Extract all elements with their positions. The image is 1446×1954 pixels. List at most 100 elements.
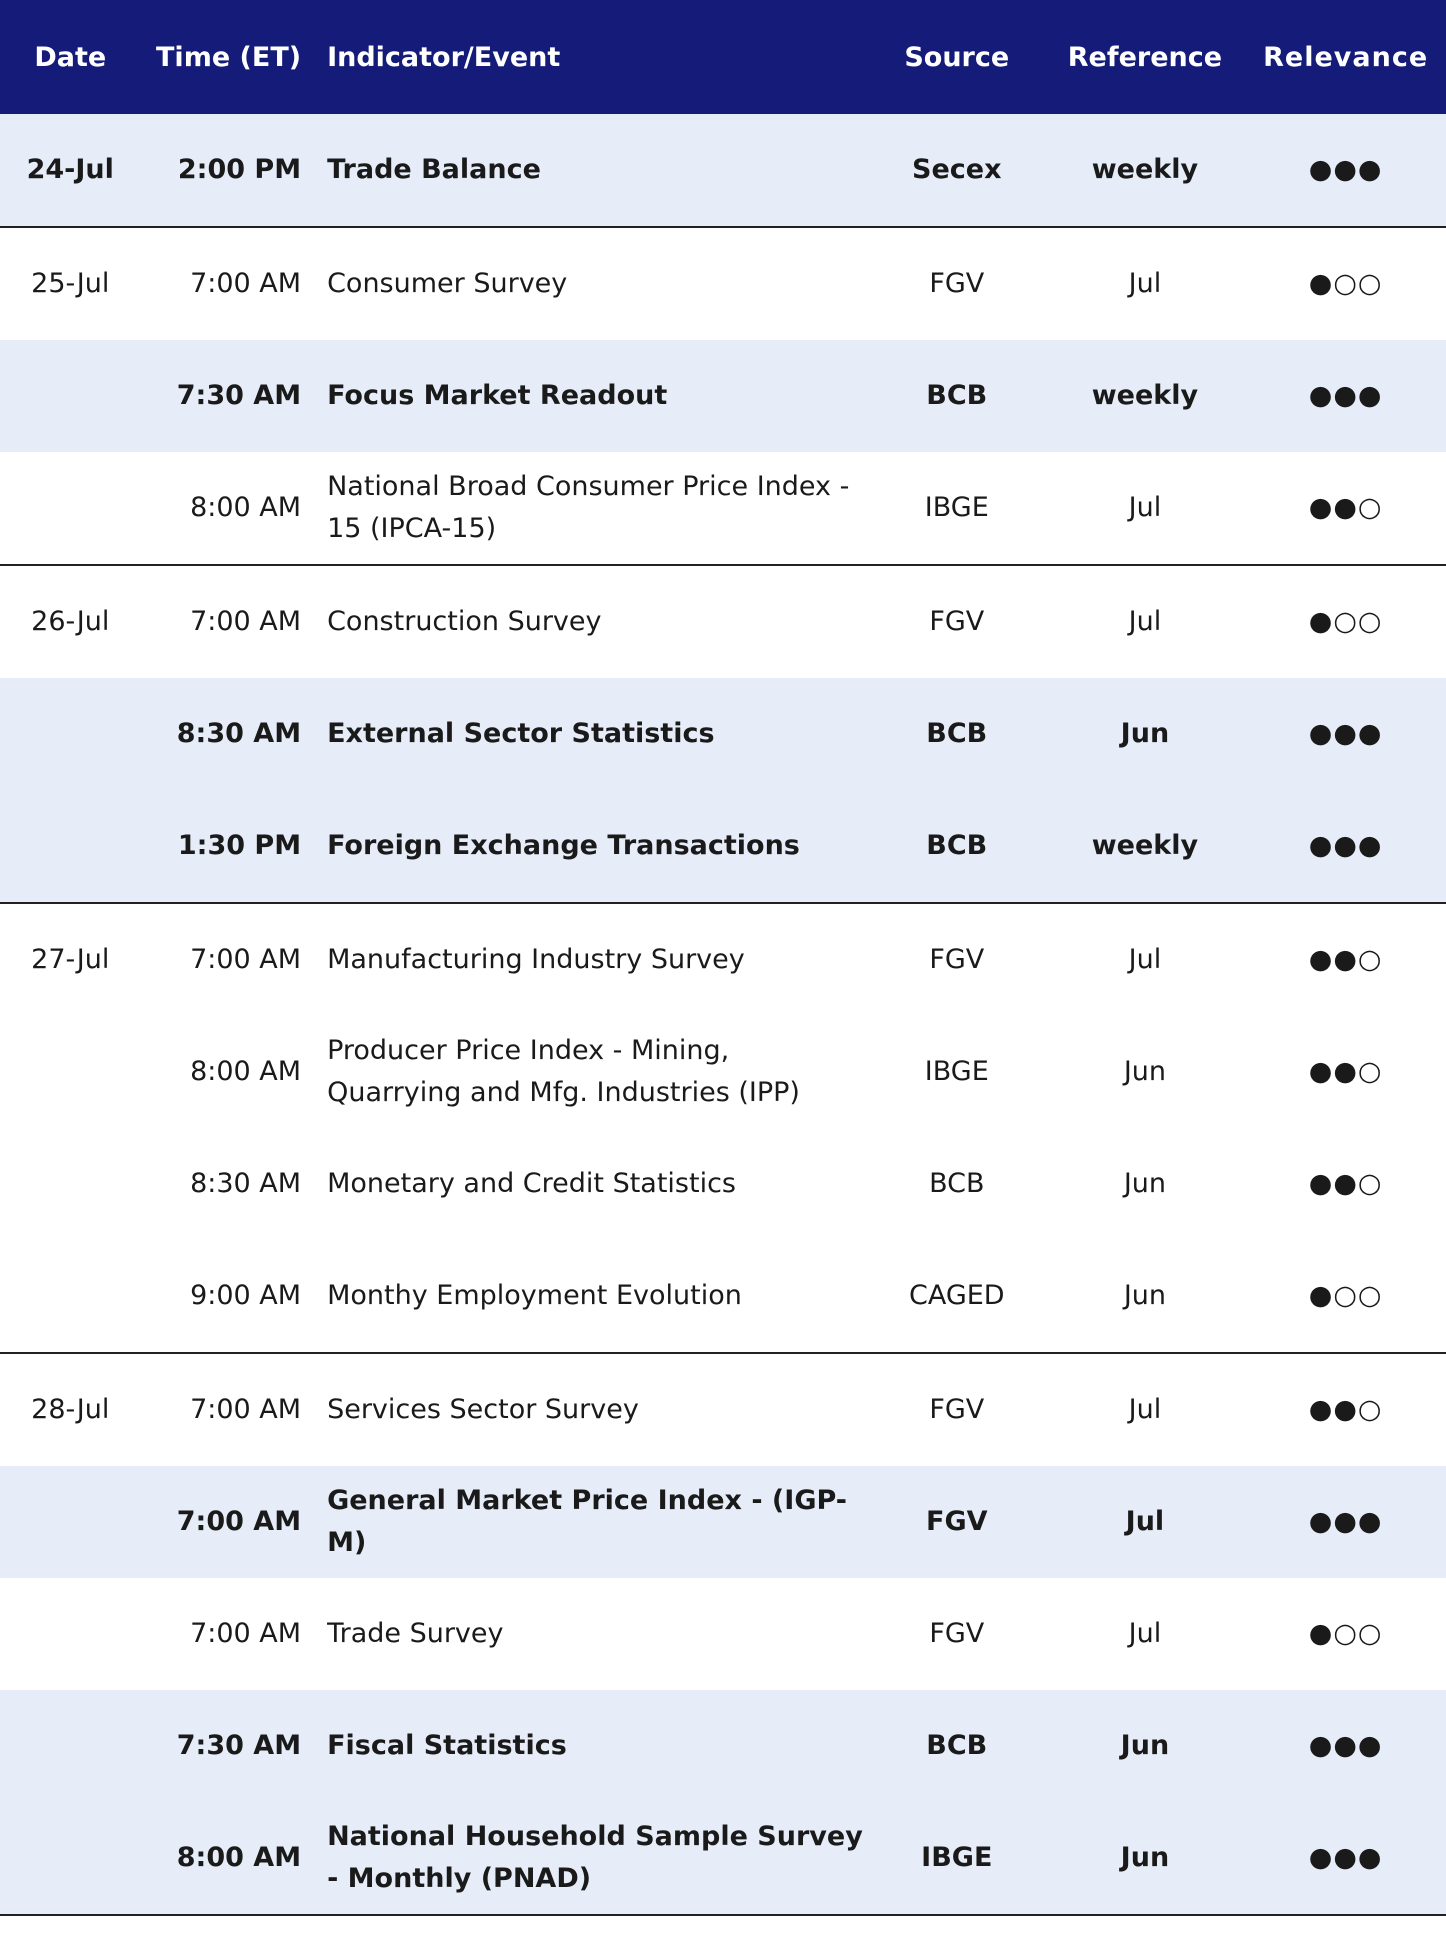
- source-cell: CAGED: [868, 1240, 1045, 1354]
- event-cell: Monetary and Credit Statistics: [327, 1168, 736, 1199]
- empty-cell: [0, 678, 141, 790]
- table-row: 8:00 AM National Broad Consumer Price Ind…: [0, 452, 1446, 566]
- source-cell: IBGE: [868, 452, 1045, 566]
- event-cell: National Household Sample Survey - Month…: [315, 1802, 869, 1916]
- relevance-cell: ●●●: [1245, 340, 1446, 452]
- event-cell: Fiscal Statistics: [315, 1690, 869, 1802]
- empty-cell: [0, 1128, 140, 1240]
- table-body: 24-Jul 2:00 PM Trade Balance Secex weekly ●●●…: [0, 114, 1446, 1916]
- event-cell: National Broad Consumer Price Index - 15…: [315, 452, 869, 566]
- source-cell: FGV: [868, 1466, 1045, 1578]
- source-cell: BCB: [929, 1168, 985, 1199]
- source-cell: FGV: [929, 1394, 985, 1425]
- relevance-cell: ●○○: [1308, 268, 1383, 299]
- source-cell: IBGE: [868, 1802, 1045, 1916]
- source-cell: BCB: [868, 340, 1045, 452]
- date-cell: 25-Jul: [31, 268, 110, 299]
- event-cell: Trade Balance: [315, 114, 869, 228]
- empty-cell: [0, 1466, 141, 1578]
- event-cell: Services Sector Survey: [327, 1394, 639, 1425]
- table-row: 1:30 PM Foreign Exchange Transactions BCB w…: [0, 790, 1446, 904]
- time-cell: 8:30 AM: [190, 1168, 302, 1199]
- table-row: 8:00 AM National Household Sample Survey …: [0, 1802, 1446, 1916]
- time-cell: 9:00 AM: [140, 1240, 316, 1354]
- reference-cell: Jul: [1044, 452, 1246, 566]
- time-cell: 8:30 AM: [140, 678, 316, 790]
- time-cell: 8:00 AM: [190, 1056, 302, 1087]
- time-cell: 7:00 AM: [190, 606, 302, 637]
- table-row: 26-Jul 7:00 AM Construction Survey FGV Jul ●○…: [0, 565, 1446, 678]
- time-cell: 7:00 AM: [140, 1466, 316, 1578]
- time-cell: 7:00 AM: [190, 1618, 302, 1649]
- empty-cell: [0, 1240, 141, 1354]
- relevance-cell: ●○○: [1245, 1240, 1446, 1354]
- source-cell: Secex: [868, 114, 1045, 228]
- time-cell: 8:00 AM: [140, 452, 316, 566]
- relevance-cell: ●●○: [1308, 1056, 1383, 1087]
- relevance-cell: ●●○: [1245, 452, 1446, 566]
- source-cell: BCB: [868, 678, 1045, 790]
- relevance-cell: ●●●: [1245, 1690, 1446, 1802]
- table-row: 8:30 AM Monetary and Credit Statistics BCB…: [0, 1128, 1446, 1240]
- reference-cell: Jul: [1128, 606, 1162, 637]
- source-cell: FGV: [929, 944, 985, 975]
- relevance-cell: ●●○: [1308, 1394, 1383, 1425]
- event-cell: Foreign Exchange Transactions: [315, 790, 869, 904]
- event-cell: Construction Survey: [327, 606, 602, 637]
- relevance-cell: ●●●: [1245, 114, 1446, 228]
- time-cell: 2:00 PM: [140, 114, 316, 228]
- relevance-cell: ●●●: [1245, 1466, 1446, 1578]
- table-row: 9:00 AM Monthy Employment Evolution CAGED J…: [0, 1240, 1446, 1354]
- date-cell: 24-Jul: [0, 114, 141, 228]
- time-cell: 7:30 AM: [140, 1690, 316, 1802]
- empty-cell: [0, 340, 141, 452]
- empty-cell: [0, 790, 141, 904]
- table-row: 27-Jul 7:00 AM Manufacturing Industry Surv…: [0, 903, 1446, 1016]
- empty-cell: [0, 1802, 141, 1916]
- event-cell: External Sector Statistics: [315, 678, 869, 790]
- source-cell: FGV: [929, 268, 985, 299]
- table-row: 8:30 AM External Sector Statistics BCB Jun ●…: [0, 678, 1446, 790]
- header-row: Date Time (ET) Indicator/Event Source Refere…: [0, 0, 1446, 114]
- relevance-cell: ●●●: [1245, 1802, 1446, 1916]
- event-cell: Manufacturing Industry Survey: [327, 944, 745, 975]
- time-cell: 7:00 AM: [190, 1394, 302, 1425]
- source-cell: FGV: [929, 606, 985, 637]
- reference-cell: Jun: [1123, 1056, 1167, 1087]
- relevance-cell: ●●○: [1308, 1168, 1383, 1199]
- date-cell: 28-Jul: [31, 1394, 110, 1425]
- event-cell: Monthy Employment Evolution: [315, 1240, 869, 1354]
- table-row: 7:00 AM General Market Price Index - (IGP…: [0, 1466, 1446, 1578]
- reference-cell: Jul: [1128, 944, 1162, 975]
- column-header: Relevance: [1245, 0, 1446, 114]
- column-header: Time (ET): [140, 0, 316, 114]
- empty-cell: [0, 1578, 140, 1690]
- reference-cell: Jul: [1128, 268, 1162, 299]
- column-header: Source: [868, 0, 1045, 114]
- time-cell: 7:30 AM: [140, 340, 316, 452]
- reference-cell: weekly: [1044, 114, 1246, 228]
- table-row: 24-Jul 2:00 PM Trade Balance Secex weekly ●●●: [0, 114, 1446, 228]
- event-cell: General Market Price Index - (IGP-M): [315, 1466, 869, 1578]
- table-row: 8:00 AM Producer Price Index - Mining, Qu…: [0, 1016, 1446, 1128]
- date-cell: 27-Jul: [31, 944, 110, 975]
- reference-cell: Jul: [1128, 1394, 1162, 1425]
- source-cell: BCB: [868, 1690, 1045, 1802]
- time-cell: 7:00 AM: [190, 268, 302, 299]
- reference-cell: Jun: [1044, 1802, 1246, 1916]
- relevance-cell: ●○○: [1308, 606, 1383, 637]
- time-cell: 8:00 AM: [140, 1802, 316, 1916]
- source-cell: FGV: [929, 1618, 985, 1649]
- relevance-cell: ●●○: [1308, 944, 1383, 975]
- date-cell: 26-Jul: [31, 606, 110, 637]
- column-header: Reference: [1044, 0, 1246, 114]
- event-cell: Producer Price Index - Mining, Quarrying…: [327, 1035, 800, 1108]
- reference-cell: weekly: [1044, 340, 1246, 452]
- reference-cell: Jun: [1044, 1240, 1246, 1354]
- reference-cell: Jul: [1128, 1618, 1162, 1649]
- event-cell: Trade Survey: [327, 1618, 504, 1649]
- source-cell: IBGE: [924, 1056, 989, 1087]
- relevance-cell: ●○○: [1308, 1618, 1383, 1649]
- table-row: 7:00 AM Trade Survey FGV Jul ●○○: [0, 1578, 1446, 1690]
